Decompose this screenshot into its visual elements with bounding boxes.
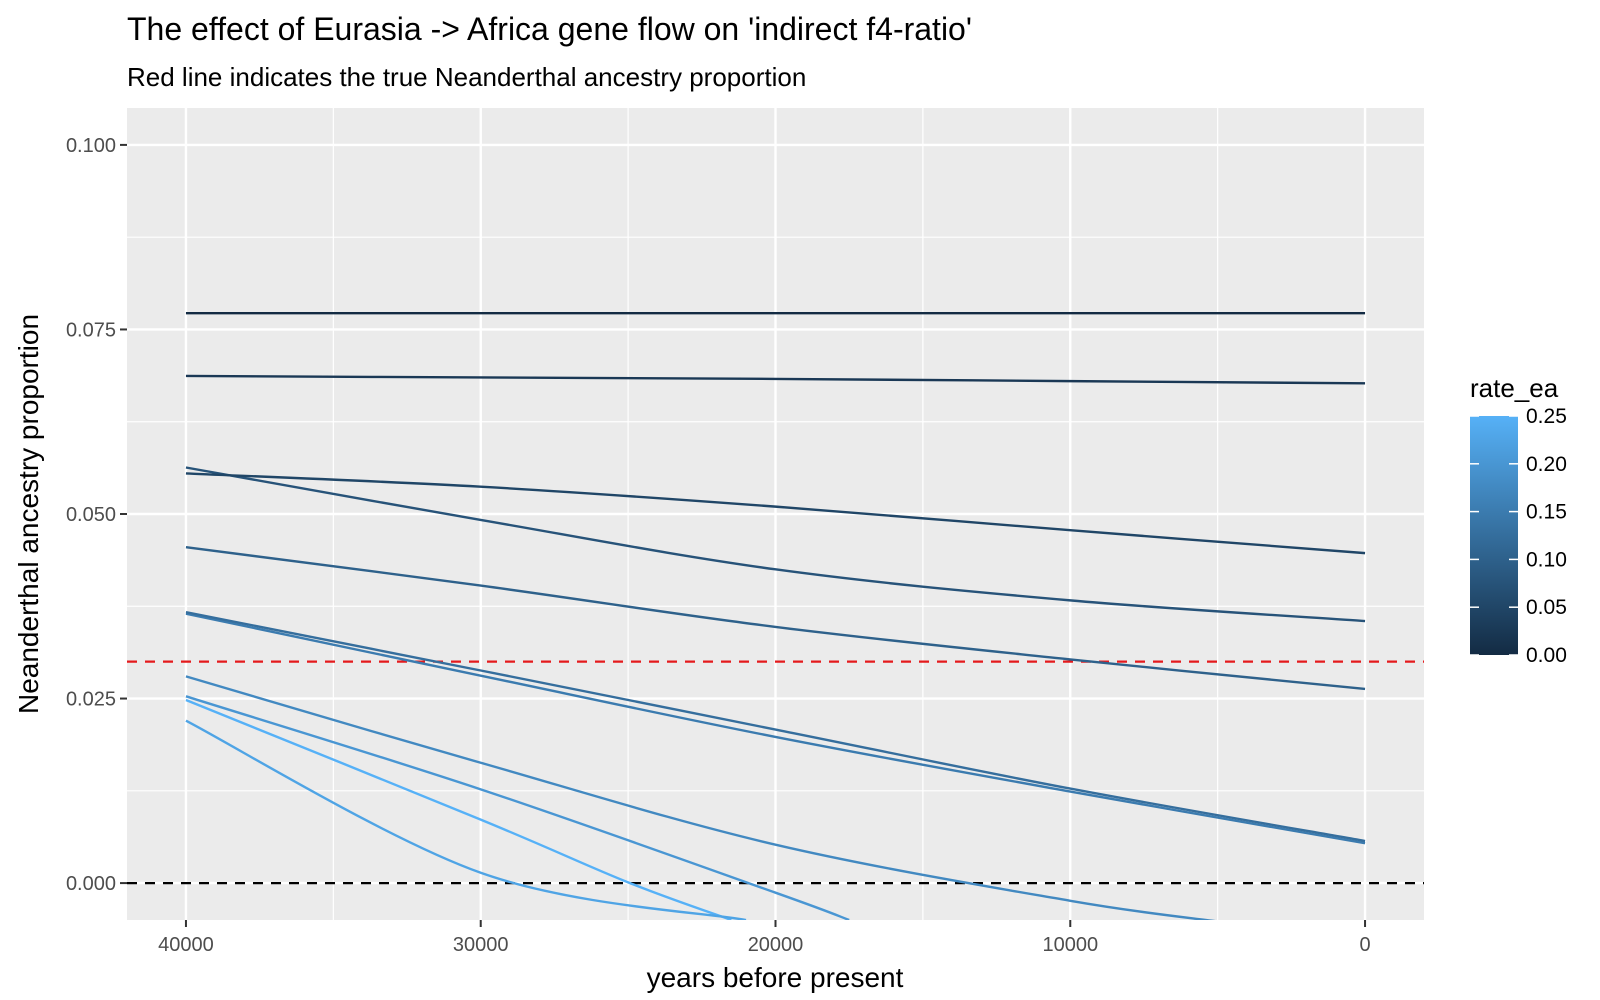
colorbar-label: 0.00 <box>1526 644 1567 667</box>
y-tick-label: 0.100 <box>66 135 116 157</box>
x-tick-label: 10000 <box>1042 934 1098 956</box>
x-tick-label: 30000 <box>453 934 509 956</box>
x-axis-title: years before present <box>647 962 904 993</box>
series-line <box>185 695 850 920</box>
colorbar <box>1470 416 1518 655</box>
y-tick-label: 0.075 <box>66 319 116 341</box>
reference-lines <box>127 660 1424 885</box>
series-line <box>185 472 1366 555</box>
y-tick-label: 0.025 <box>66 689 116 711</box>
x-tick-label: 0 <box>1359 934 1370 956</box>
series-line <box>185 719 747 920</box>
y-axis-title: Neanderthal ancestry proportion <box>13 314 44 714</box>
colorbar-label: 0.25 <box>1526 405 1567 428</box>
colorbar-label: 0.10 <box>1526 548 1567 571</box>
colorbar-label: 0.15 <box>1526 501 1567 524</box>
series-line <box>185 374 1366 385</box>
series-line <box>185 546 1366 691</box>
y-tick-label: 0.000 <box>66 873 116 895</box>
series-line <box>185 466 1366 623</box>
series-lines <box>185 312 1366 920</box>
chart-subtitle: Red line indicates the true Neanderthal … <box>127 62 806 92</box>
x-tick-label: 40000 <box>158 934 214 956</box>
legend: rate_ea 0.00 0.05 0.10 0.15 0.20 0.25 <box>1470 373 1567 667</box>
legend-title: rate_ea <box>1470 373 1559 403</box>
series-line <box>185 611 1366 843</box>
colorbar-label: 0.05 <box>1526 596 1567 619</box>
x-tick-label: 20000 <box>748 934 804 956</box>
series-line <box>185 675 1216 920</box>
y-tick-label: 0.050 <box>66 504 116 526</box>
series-line <box>185 698 732 920</box>
colorbar-label: 0.20 <box>1526 453 1567 476</box>
axes: 0.000 0.025 0.050 0.075 0.100 40000 30000 20000… <box>66 135 1371 956</box>
chart-title: The effect of Eurasia -> Africa gene flo… <box>127 11 972 47</box>
series-line <box>185 612 1366 845</box>
